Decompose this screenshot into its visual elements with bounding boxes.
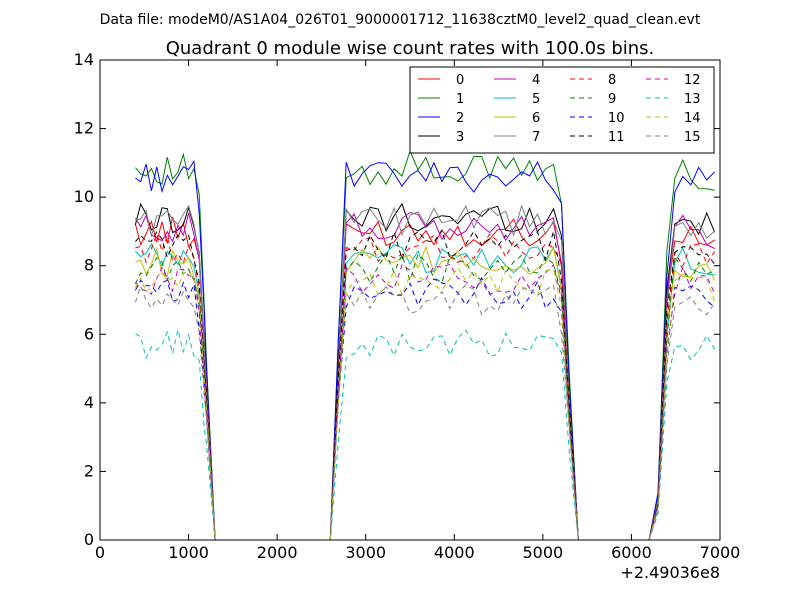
- legend-label-7: 7: [532, 130, 540, 145]
- legend-label-6: 6: [532, 111, 540, 126]
- series-line-15: [134, 284, 716, 540]
- legend-label-1: 1: [456, 92, 464, 107]
- x-tick-label: 0: [95, 543, 105, 562]
- x-tick-label: 1000: [168, 543, 209, 562]
- y-tick-label: 8: [84, 256, 94, 275]
- x-tick-label: 7000: [700, 543, 741, 562]
- legend-label-2: 2: [456, 111, 464, 126]
- y-tick-label: 4: [84, 393, 94, 412]
- legend-label-9: 9: [608, 92, 616, 107]
- legend-label-10: 10: [608, 111, 625, 126]
- series-line-14: [134, 266, 716, 540]
- legend-label-15: 15: [684, 130, 701, 145]
- legend-label-12: 12: [684, 73, 701, 88]
- legend-label-8: 8: [608, 73, 616, 88]
- chart-title: Quadrant 0 module wise count rates with …: [166, 38, 655, 59]
- x-tick-label: 6000: [611, 543, 652, 562]
- legend-label-4: 4: [532, 73, 540, 88]
- series-line-12: [135, 263, 716, 540]
- legend-label-5: 5: [532, 92, 540, 107]
- legend-label-0: 0: [456, 73, 464, 88]
- y-tick-label: 12: [74, 119, 94, 138]
- legend-label-11: 11: [608, 130, 625, 145]
- legend-label-14: 14: [684, 111, 701, 126]
- data-file-label: Data file: modeM0/AS1A04_026T01_90000017…: [100, 12, 701, 28]
- x-tick-label: 2000: [257, 543, 298, 562]
- y-tick-label: 10: [74, 187, 94, 206]
- series-line-13: [135, 329, 716, 540]
- series-line-0: [134, 216, 715, 540]
- x-offset-label: +2.49036e8: [620, 563, 720, 582]
- series-line-4: [134, 212, 715, 540]
- series-line-1: [135, 149, 715, 540]
- series-line-8: [135, 232, 716, 540]
- y-tick-label: 6: [84, 324, 94, 343]
- x-tick-label: 5000: [522, 543, 563, 562]
- series-line-5: [135, 243, 715, 540]
- series-line-9: [134, 252, 715, 540]
- y-tick-label: 0: [84, 530, 94, 549]
- legend-box: [409, 66, 715, 154]
- series-line-10: [134, 276, 716, 540]
- y-tick-label: 2: [84, 461, 94, 480]
- legend-label-3: 3: [456, 130, 464, 145]
- series-line-3: [134, 202, 716, 540]
- x-tick-label: 4000: [434, 543, 475, 562]
- legend-label-13: 13: [684, 92, 701, 107]
- plot-frame: [99, 59, 721, 541]
- x-tick-label: 3000: [345, 543, 386, 562]
- series-line-7: [135, 204, 716, 540]
- series-line-2: [135, 159, 716, 540]
- y-tick-label: 14: [74, 50, 94, 69]
- series-layer: [134, 149, 716, 540]
- series-line-11: [135, 228, 716, 540]
